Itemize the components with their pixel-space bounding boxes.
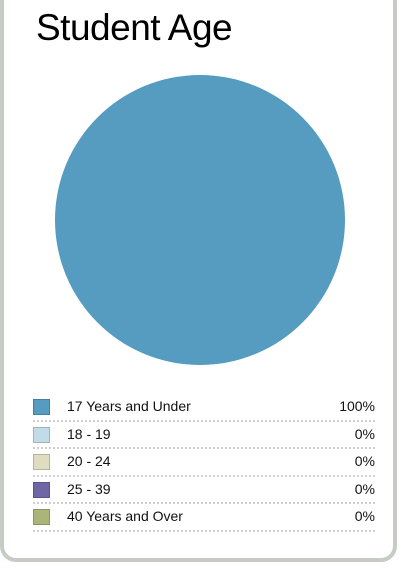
chart-title: Student Age [36,8,232,48]
legend-label: 18 - 19 [67,426,111,443]
legend-item-20-24: 20 - 24 0% [33,449,375,477]
pie-slice-17-years-and-under [55,75,345,365]
pie-chart [50,70,350,370]
legend-item-25-39: 25 - 39 0% [33,477,375,505]
legend-swatch [33,509,50,525]
legend-swatch [33,427,50,443]
legend-percent: 100% [339,398,375,415]
legend-label: 17 Years and Under [67,398,191,415]
legend-percent: 0% [355,481,375,498]
legend-label: 25 - 39 [67,481,111,498]
legend-swatch [33,482,50,498]
legend-label: 40 Years and Over [67,508,183,525]
legend-percent: 0% [355,508,375,525]
legend-item-40-years-and-over: 40 Years and Over 0% [33,504,375,532]
legend-percent: 0% [355,453,375,470]
legend-item-17-years-and-under: 17 Years and Under 100% [33,394,375,422]
legend-swatch [33,399,50,415]
chart-legend: 17 Years and Under 100% 18 - 19 0% 20 - … [33,394,375,532]
legend-item-18-19: 18 - 19 0% [33,422,375,450]
legend-label: 20 - 24 [67,453,111,470]
legend-swatch [33,454,50,470]
legend-percent: 0% [355,426,375,443]
